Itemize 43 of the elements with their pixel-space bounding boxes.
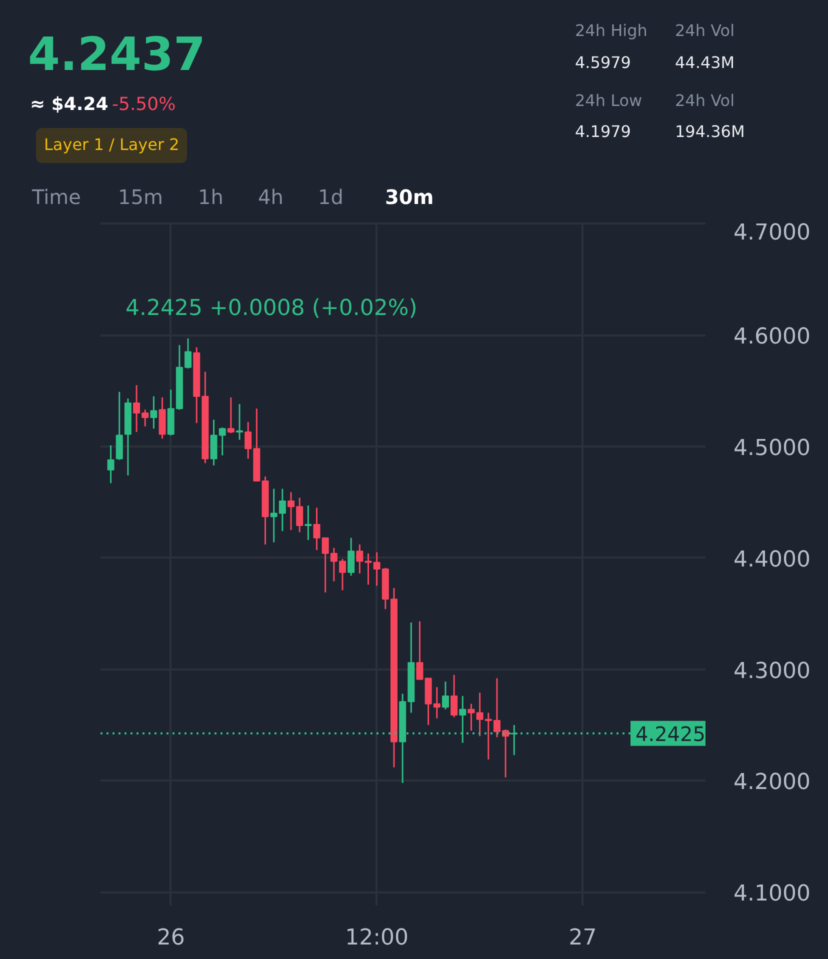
candlestick bbox=[218, 426, 226, 456]
y-tick-label: 4.6000 bbox=[734, 324, 810, 350]
candlestick bbox=[116, 391, 123, 461]
candlestick bbox=[468, 703, 475, 732]
ref-line-label: 4.2425 bbox=[636, 722, 706, 746]
text: 24h Vol bbox=[675, 20, 735, 42]
candlestick bbox=[227, 396, 234, 434]
candlestick bbox=[150, 396, 158, 430]
text: 194.36M bbox=[675, 121, 745, 143]
x-tick-label: 12:00 bbox=[345, 926, 409, 950]
y-tick-label: 4.1000 bbox=[734, 882, 810, 907]
text: 24h Vol bbox=[675, 90, 735, 112]
text: 24h High bbox=[575, 20, 648, 42]
text: 1d bbox=[318, 184, 344, 211]
text: 24h Low bbox=[575, 90, 642, 112]
candlestick bbox=[304, 504, 312, 541]
text: ≈ $4.24 bbox=[30, 93, 108, 117]
text: 1h bbox=[198, 184, 224, 211]
text: 44.43M bbox=[675, 52, 735, 74]
text: 4h bbox=[258, 184, 284, 211]
y-tick-label: 4.7000 bbox=[734, 220, 810, 246]
x-tick-label: 27 bbox=[568, 926, 597, 950]
text: 30m bbox=[385, 184, 434, 211]
text: 15m bbox=[118, 184, 163, 211]
y-tick-label: 4.3000 bbox=[734, 658, 810, 684]
y-tick-label: 4.4000 bbox=[734, 547, 810, 572]
candlestick bbox=[450, 674, 458, 718]
text: 4.1979 bbox=[575, 121, 631, 143]
text: 4.5979 bbox=[575, 52, 631, 74]
text: 4.2425 +0.0008 (+0.02%) bbox=[126, 296, 418, 321]
candlestick bbox=[107, 444, 114, 484]
candlestick bbox=[210, 418, 218, 466]
text: -5.50% bbox=[112, 93, 176, 117]
text: Time bbox=[32, 184, 81, 211]
candlestick bbox=[236, 403, 244, 441]
x-tick-label: 26 bbox=[156, 926, 185, 950]
candlestick bbox=[348, 537, 355, 576]
text: 4.2437 bbox=[28, 26, 206, 83]
text: Layer 1 / Layer 2 bbox=[36, 128, 188, 163]
candlestick bbox=[416, 620, 424, 680]
y-tick-label: 4.2000 bbox=[734, 770, 810, 796]
y-tick-label: 4.5000 bbox=[734, 436, 810, 461]
candlestick bbox=[442, 680, 449, 710]
